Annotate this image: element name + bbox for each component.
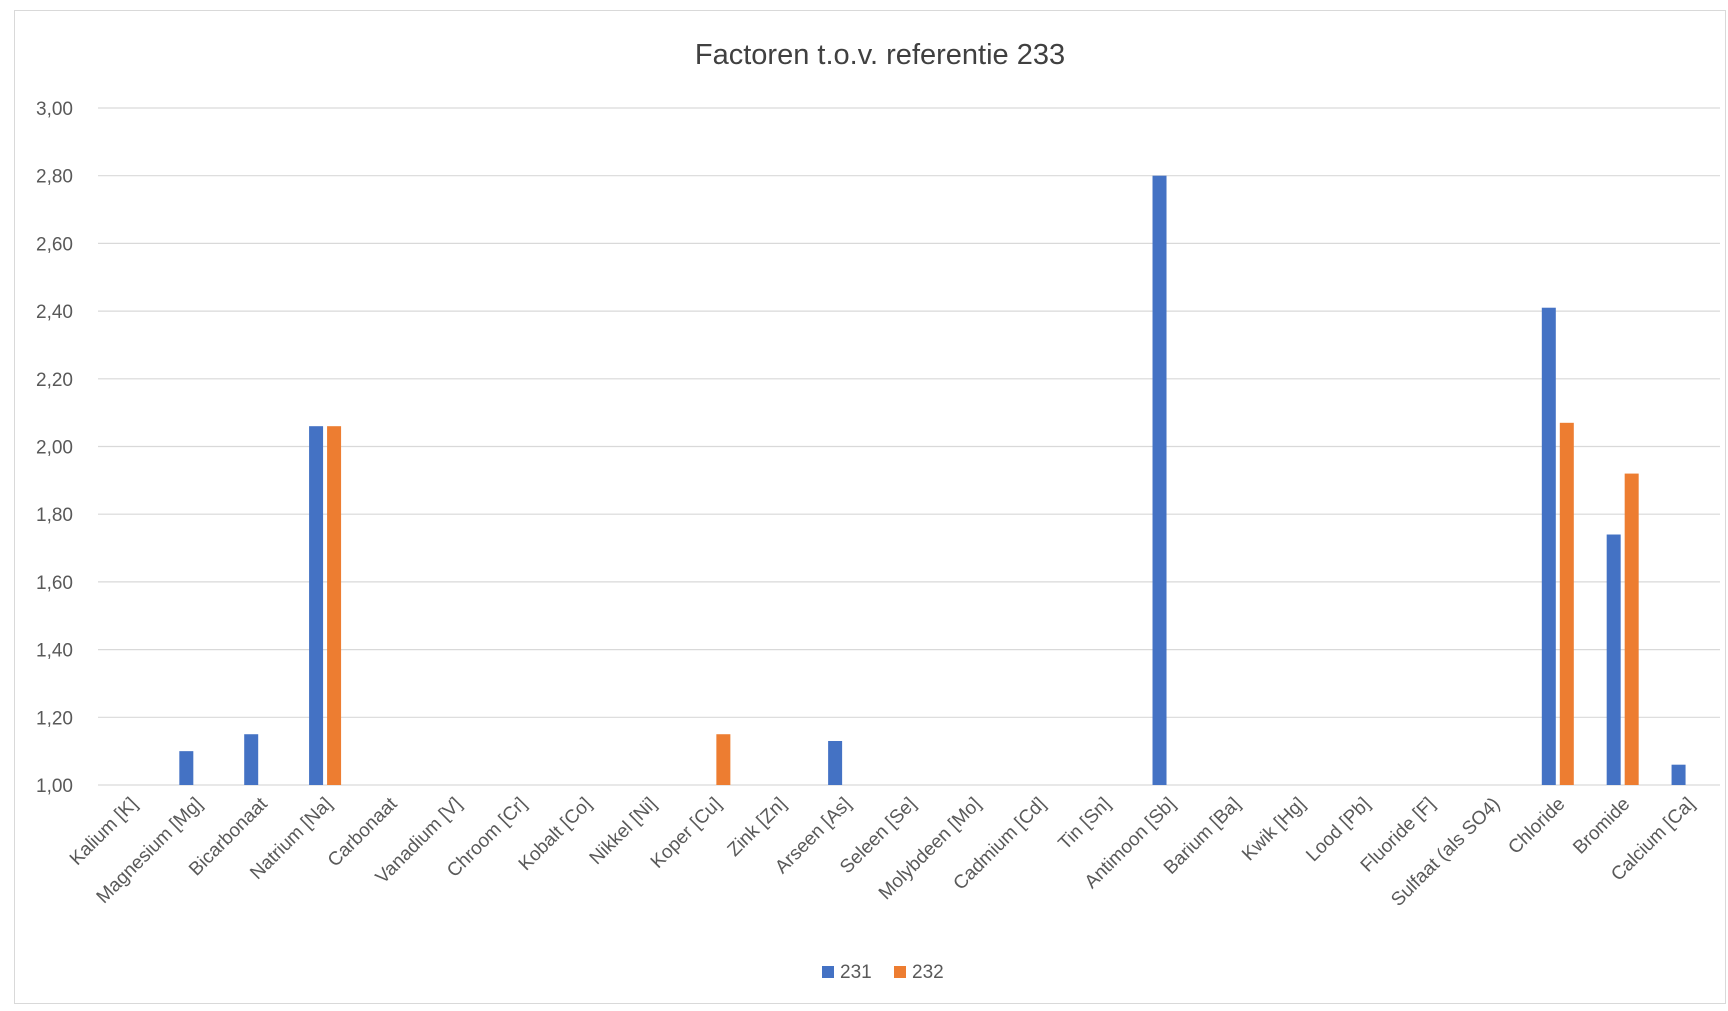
legend: 231 232	[822, 962, 944, 983]
y-tick-label: 1,00	[36, 776, 73, 797]
y-tick-label: 1,80	[36, 505, 73, 526]
gridlines	[98, 107, 1720, 786]
x-tick-label: Tin [Sn]	[1055, 794, 1116, 855]
legend-label: 232	[912, 962, 944, 983]
x-tick-label: Chloride	[1504, 794, 1569, 859]
y-tick-label: 2,20	[36, 370, 73, 391]
x-tick-label: Koper [Cu]	[647, 794, 726, 873]
bar-231	[1671, 764, 1686, 785]
bar-232	[1624, 473, 1639, 785]
y-tick-label: 1,40	[36, 641, 73, 662]
bar-231	[179, 751, 194, 785]
x-tick-label: Bromide	[1569, 794, 1634, 859]
bar-231	[244, 734, 259, 785]
y-axis-tick-labels: 1,00 1,20 1,40 1,60 1,80 2,00 2,20 2,40 2,60 2,80…	[36, 99, 73, 797]
y-tick-label: 1,60	[36, 573, 73, 594]
bar-231	[309, 426, 324, 785]
bar-231	[1606, 534, 1621, 785]
x-tick-label: Kwik [Hg]	[1238, 794, 1310, 866]
bar-231	[1152, 175, 1167, 785]
bar-232	[1559, 422, 1574, 785]
x-tick-label: Zink [Zn]	[724, 794, 791, 861]
x-axis-tick-labels: Kalium [K]Magnesium [Mg]BicarbonaatNatri…	[66, 793, 1699, 911]
bar-231	[828, 740, 843, 785]
y-tick-label: 3,00	[36, 99, 73, 120]
bars	[179, 175, 1686, 785]
legend-swatch	[894, 966, 906, 978]
y-tick-label: 2,00	[36, 438, 73, 459]
y-tick-label: 1,20	[36, 708, 73, 729]
x-tick-label: Sulfaat (als SO4)	[1387, 794, 1504, 911]
legend-swatch	[822, 966, 834, 978]
y-tick-label: 2,60	[36, 234, 73, 255]
y-tick-label: 2,80	[36, 167, 73, 188]
chart-title: Factoren t.o.v. referentie 233	[695, 39, 1065, 71]
y-tick-label: 2,40	[36, 302, 73, 323]
bar-232	[716, 734, 731, 785]
legend-label: 231	[840, 962, 872, 983]
bar-232	[327, 426, 342, 785]
bar-231	[1541, 307, 1556, 785]
